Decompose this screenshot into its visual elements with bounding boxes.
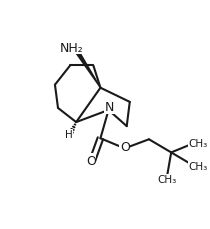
Text: N: N	[105, 100, 114, 113]
Text: O: O	[120, 141, 130, 154]
Text: O: O	[86, 154, 96, 167]
Text: CH₃: CH₃	[188, 161, 207, 171]
Text: H: H	[65, 130, 73, 140]
Text: CH₃: CH₃	[188, 139, 207, 149]
Text: CH₃: CH₃	[158, 174, 177, 185]
Polygon shape	[69, 42, 100, 88]
Text: NH₂: NH₂	[59, 42, 83, 55]
